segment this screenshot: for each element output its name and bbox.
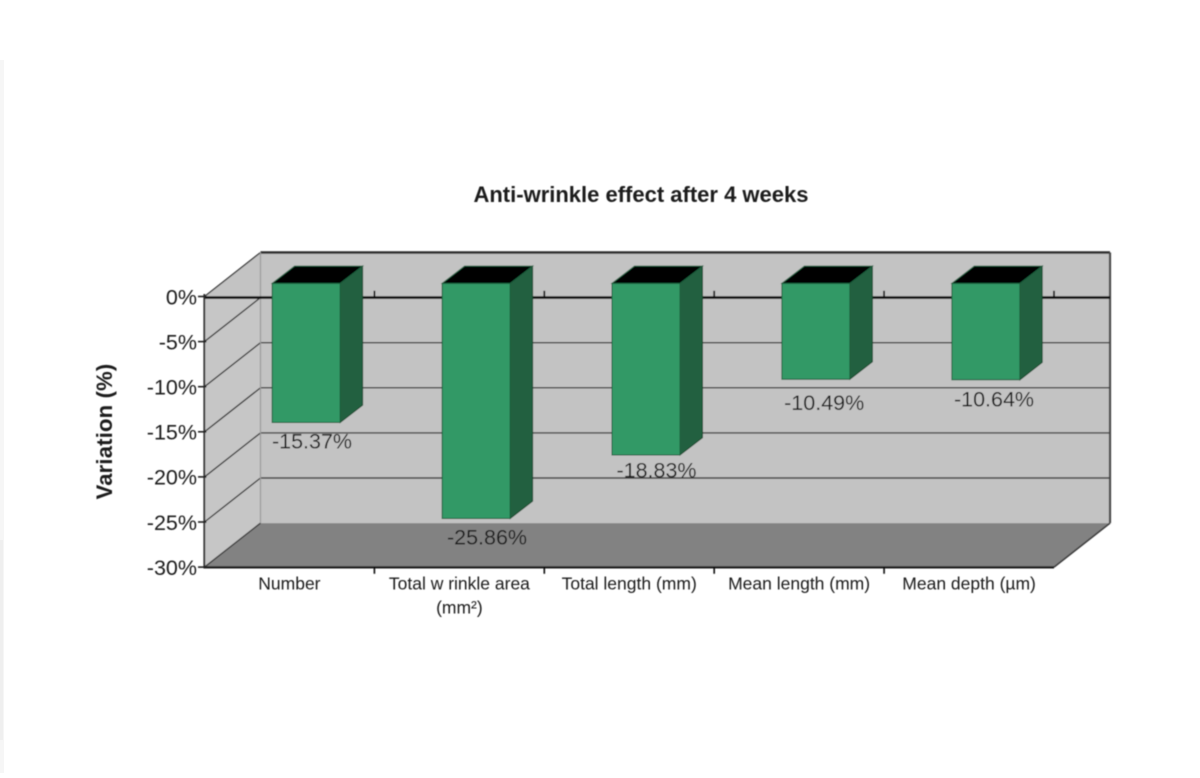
svg-text:-25.86%: -25.86% [447,526,527,550]
svg-text:-25%: -25% [147,511,197,535]
svg-text:Total w rinkle area: Total w rinkle area [389,574,530,594]
svg-text:Variation (%): Variation (%) [92,364,117,500]
svg-text:-20%: -20% [147,466,197,490]
svg-text:-30%: -30% [147,556,197,580]
svg-text:-18.83%: -18.83% [616,459,696,483]
svg-text:-15.37%: -15.37% [272,430,352,454]
svg-text:(mm²): (mm²) [436,598,483,618]
svg-text:Number: Number [258,574,320,594]
svg-text:0%: 0% [166,285,197,309]
svg-text:-10.64%: -10.64% [954,388,1034,412]
svg-text:Mean length (mm): Mean length (mm) [728,574,870,594]
svg-text:-15%: -15% [147,421,197,445]
svg-text:-10%: -10% [147,376,197,400]
svg-text:Anti-wrinkle effect after 4 we: Anti-wrinkle effect after 4 weeks [473,182,808,207]
svg-text:-10.49%: -10.49% [784,391,864,415]
svg-text:-5%: -5% [159,330,197,354]
svg-text:Total length (mm): Total length (mm) [562,574,697,594]
svg-text:Mean depth (µm): Mean depth (µm) [902,574,1036,594]
